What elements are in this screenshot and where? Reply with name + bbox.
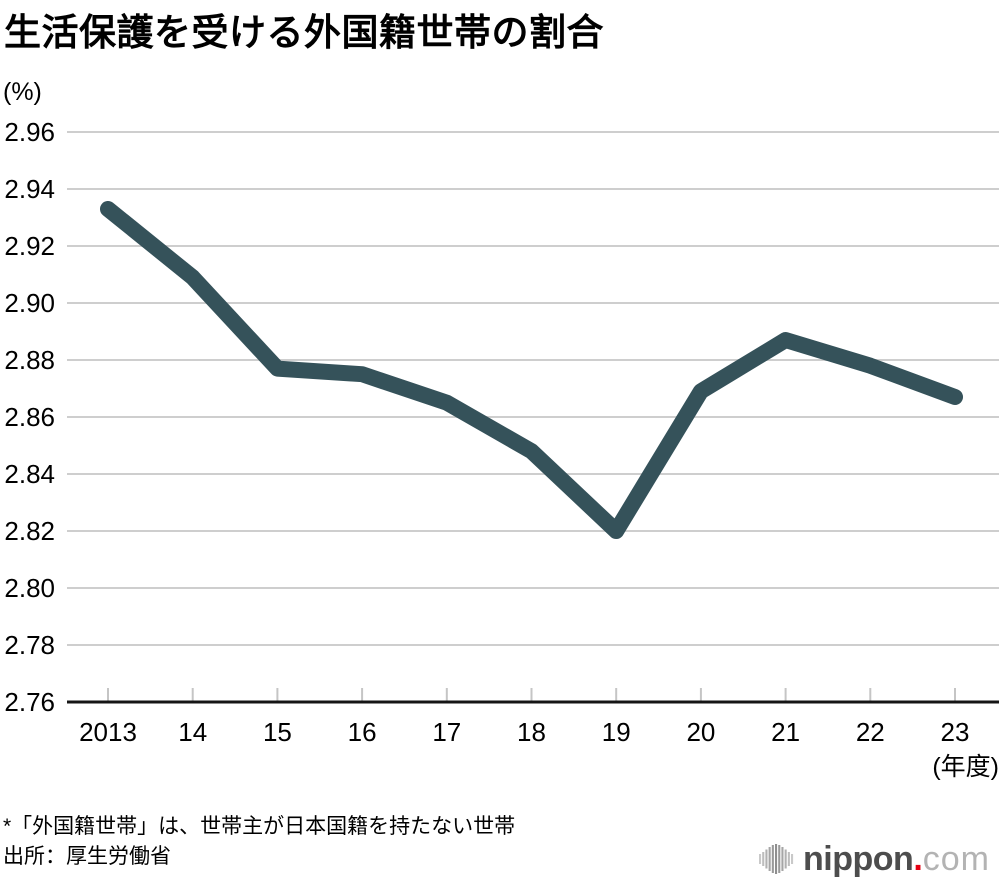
y-axis-unit-label: (%) <box>3 78 42 106</box>
footnotes: *「外国籍世帯」は、世帯主が日本国籍を持たない世帯 出所：厚生労働省 <box>3 812 515 872</box>
logo-red-dot: . <box>913 839 923 878</box>
y-tick-label: 2.92 <box>4 231 55 261</box>
x-tick-label: 16 <box>348 717 377 747</box>
x-tick-label: 17 <box>432 717 461 747</box>
y-tick-label: 2.78 <box>4 630 55 660</box>
x-tick-label: 18 <box>517 717 546 747</box>
y-tick-label: 2.86 <box>4 402 55 432</box>
nippon-logo[interactable]: nippon . com <box>758 838 990 880</box>
y-tick-label: 2.96 <box>4 117 55 147</box>
chart-title: 生活保護を受ける外国籍世帯の割合 <box>4 12 604 53</box>
x-tick-label: 21 <box>771 717 800 747</box>
x-tick-label: 14 <box>178 717 207 747</box>
logo-wordmark: nippon . com <box>803 840 990 879</box>
y-tick-label: 2.76 <box>4 687 55 717</box>
logo-text-nippon: nippon <box>803 839 914 878</box>
y-tick-label: 2.94 <box>4 174 55 204</box>
x-tick-label: 2013 <box>79 717 137 747</box>
logo-text-com: com <box>922 839 990 878</box>
y-tick-label: 2.90 <box>4 288 55 318</box>
x-axis-unit-label: (年度) <box>932 753 999 781</box>
x-tick-label: 15 <box>263 717 292 747</box>
y-tick-label: 2.80 <box>4 573 55 603</box>
footnote-definition: *「外国籍世帯」は、世帯主が日本国籍を持たない世帯 <box>3 815 516 838</box>
y-tick-label: 2.84 <box>4 459 55 489</box>
data-line <box>100 201 963 539</box>
x-tick-label: 23 <box>941 717 970 747</box>
sound-bars-icon <box>759 844 794 874</box>
x-tick-label: 22 <box>856 717 885 747</box>
source-note: 出所：厚生労働省 <box>3 845 171 868</box>
x-tick-label: 19 <box>602 717 631 747</box>
y-tick-label: 2.82 <box>4 516 55 546</box>
x-tick-label: 20 <box>686 717 715 747</box>
line-chart: 2.96 2.94 2.92 2.90 2.88 2.86 2.84 2.82 2.80 2.78… <box>4 117 999 781</box>
y-tick-label: 2.88 <box>4 345 55 375</box>
